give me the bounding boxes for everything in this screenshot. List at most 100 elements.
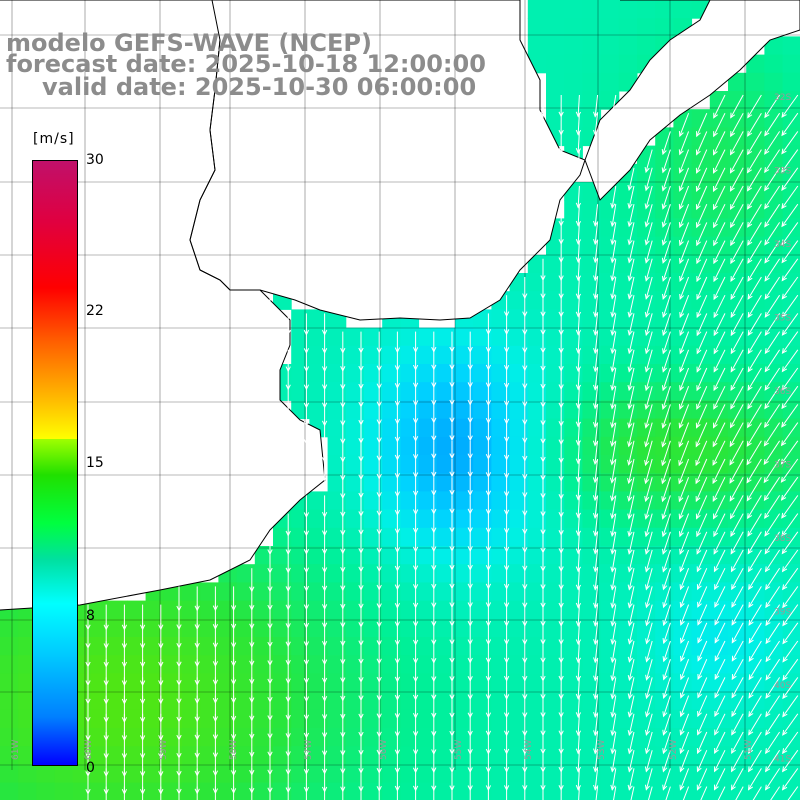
- wind-arrow: [700, 786, 708, 800]
- wind-arrow: [575, 149, 582, 173]
- wind-arrow: [781, 112, 799, 137]
- wind-arrow: [644, 531, 653, 555]
- wind-speed-cell: [473, 436, 492, 456]
- wind-speed-cell: [618, 527, 638, 547]
- wind-speed-cell: [509, 455, 529, 474]
- wind-arrow: [781, 276, 799, 300]
- wind-speed-cell: [491, 546, 511, 565]
- wind-arrow: [730, 258, 744, 283]
- wind-arrow: [678, 495, 690, 520]
- wind-speed-cell: [400, 418, 420, 438]
- wind-speed-cell: [618, 0, 638, 19]
- wind-speed-cell: [655, 364, 674, 383]
- wind-speed-cell: [618, 254, 638, 274]
- wind-speed-cell: [782, 145, 800, 165]
- wind-speed-cell: [546, 436, 565, 456]
- wind-speed-cell: [436, 527, 456, 547]
- wind-arrow: [627, 695, 635, 718]
- wind-speed-cell: [491, 509, 511, 529]
- wind-arrow: [431, 495, 437, 515]
- wind-speed-cell: [436, 637, 456, 656]
- wind-arrow: [764, 258, 781, 282]
- wind-speed-cell: [546, 72, 565, 92]
- wind-speed-cell: [236, 673, 256, 693]
- wind-arrow: [610, 622, 617, 645]
- wind-speed-cell: [491, 582, 511, 602]
- wind-arrow: [679, 313, 690, 337]
- wind-arrow: [765, 604, 781, 627]
- wind-speed-cell: [728, 309, 747, 329]
- colorbar-tick: 22: [86, 303, 104, 319]
- wind-speed-cell: [0, 637, 19, 656]
- wind-speed-cell: [291, 600, 310, 620]
- wind-arrow: [746, 167, 762, 192]
- wind-speed-cell: [109, 728, 128, 747]
- wind-arrow: [696, 749, 708, 773]
- wind-speed-cell: [709, 127, 729, 147]
- wind-speed-cell: [382, 655, 401, 674]
- wind-arrow: [781, 531, 799, 555]
- wind-speed-cell: [600, 491, 620, 511]
- wind-speed-cell: [327, 782, 347, 800]
- wind-arrow: [696, 713, 708, 736]
- wind-speed-cell: [291, 509, 310, 529]
- wind-speed-cell: [728, 509, 747, 529]
- wind-speed-cell: [509, 291, 529, 310]
- wind-speed-cell: [637, 200, 656, 219]
- wind-speed-cell: [345, 764, 365, 784]
- wind-speed-cell: [291, 527, 310, 547]
- wind-arrow: [610, 531, 617, 555]
- wind-speed-cell: [163, 655, 183, 674]
- wind-arrow: [764, 513, 781, 537]
- wind-speed-cell: [546, 782, 565, 800]
- wind-speed-cell: [364, 746, 383, 765]
- wind-arrow: [713, 276, 726, 301]
- wind-arrow: [593, 349, 599, 373]
- wind-speed-cell: [637, 655, 656, 674]
- wind-arrow: [679, 731, 690, 755]
- wind-arrow: [713, 331, 726, 355]
- wind-arrow: [747, 331, 762, 355]
- wind-speed-cell: [637, 746, 656, 765]
- wind-arrow: [735, 786, 744, 800]
- wind-arrow: [678, 131, 690, 156]
- wind-speed-cell: [637, 345, 656, 365]
- wind-speed-cell: [655, 618, 674, 638]
- wind-speed-cell: [345, 345, 365, 365]
- wind-speed-cell: [673, 764, 693, 784]
- wind-speed-cell: [327, 709, 347, 729]
- wind-arrow: [449, 404, 455, 424]
- wind-speed-cell: [218, 691, 238, 711]
- wind-speed-cell: [746, 527, 765, 547]
- wind-speed-cell: [345, 673, 365, 693]
- wind-arrow: [540, 95, 546, 118]
- wind-speed-cell: [345, 691, 365, 711]
- wind-arrow: [713, 404, 726, 429]
- wind-speed-cell: [273, 782, 292, 800]
- wind-speed-cell: [764, 709, 784, 729]
- wind-arrow: [645, 659, 653, 681]
- wind-speed-cell: [436, 655, 456, 674]
- wind-speed-cell: [655, 382, 674, 401]
- wind-arrow: [644, 750, 653, 773]
- wind-arrow: [765, 695, 781, 718]
- wind-speed-cell: [655, 637, 674, 656]
- wind-speed-cell: [709, 655, 729, 674]
- wind-arrow: [593, 549, 599, 573]
- wind-arrow: [747, 549, 762, 573]
- wind-arrow: [610, 367, 617, 391]
- wind-arrow: [714, 567, 726, 591]
- wind-arrow: [782, 695, 799, 718]
- wind-speed-cell: [546, 473, 565, 492]
- wind-speed-cell: [709, 200, 729, 219]
- wind-arrow: [730, 549, 744, 573]
- wind-speed-cell: [600, 0, 620, 19]
- wind-speed-cell: [527, 564, 547, 583]
- wind-speed-cell: [746, 509, 765, 529]
- wind-speed-cell: [491, 728, 511, 747]
- wind-speed-cell: [473, 509, 492, 529]
- wind-speed-cell: [691, 655, 711, 674]
- wind-speed-cell: [691, 273, 711, 292]
- wind-speed-cell: [327, 327, 347, 347]
- wind-speed-cell: [309, 709, 329, 729]
